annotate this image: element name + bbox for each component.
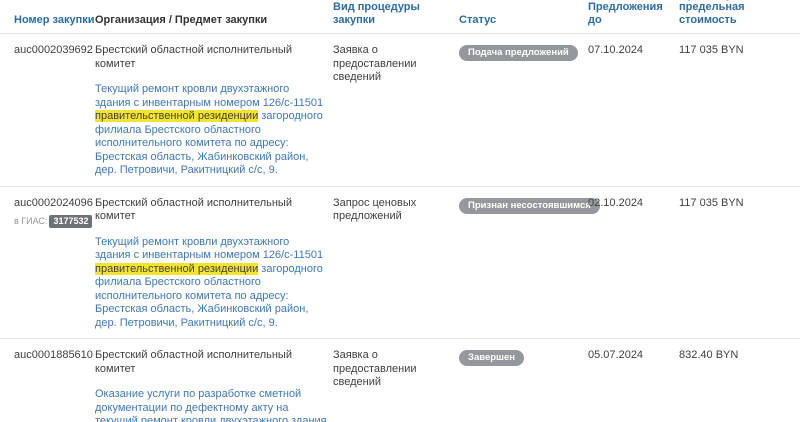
subject-text: Оказание услуги по разработке сметной до… xyxy=(95,388,327,422)
purchase-subject-link[interactable]: Текущий ремонт кровли двухэтажного здани… xyxy=(95,236,327,331)
gias-label: в ГИАС: xyxy=(14,216,48,226)
procedure-type: Запрос ценовых предложений xyxy=(333,196,417,223)
column-header-status[interactable]: Статус xyxy=(459,13,497,26)
table-row: auc0001885610 Брестский областной исполн… xyxy=(0,339,800,422)
status-badge: Признан несостоявшимся xyxy=(459,197,600,214)
purchase-number: auc0001885610 xyxy=(14,349,93,361)
gias-id-badge: 3177532 xyxy=(49,215,93,228)
purchase-subject-link[interactable]: Текущий ремонт кровли двухэтажного здани… xyxy=(95,83,327,178)
column-header-organization-subject: Организация / Предмет закупки xyxy=(95,13,268,26)
gias-reference: в ГИАС: 3177532 xyxy=(14,215,95,229)
purchase-subject-link[interactable]: Оказание услуги по разработке сметной до… xyxy=(95,388,327,422)
column-header-procedure-type[interactable]: Вид процедуры закупки xyxy=(333,1,420,26)
table-row: auc0002039692 Брестский областной исполн… xyxy=(0,34,800,187)
status-badge: Подача предложений xyxy=(459,45,578,61)
column-header-estimated-price[interactable]: Ориентировочная/предельная стоимость xyxy=(679,0,781,26)
estimated-price: 832.40 BYN xyxy=(679,349,739,361)
status-badge: Завершен xyxy=(459,350,524,366)
deadline-date: 02.10.2024 xyxy=(588,196,644,209)
subject-text: Текущий ремонт кровли двухэтажного здани… xyxy=(95,235,324,262)
estimated-price: 117 035 BYN xyxy=(679,196,744,209)
column-header-deadline[interactable]: Предложения до xyxy=(588,1,663,26)
table-header-row: Номер закупки Организация / Предмет заку… xyxy=(0,0,800,34)
subject-text: Текущий ремонт кровли двухэтажного здани… xyxy=(95,83,324,109)
table-row: auc0002024096 в ГИАС: 3177532 Брестский о… xyxy=(0,187,800,339)
procedure-type: Заявка о предоставлении сведений xyxy=(333,44,417,83)
search-highlight: правительственной резиденции xyxy=(95,110,259,122)
purchase-number: auc0002024096 xyxy=(14,196,93,209)
deadline-date: 05.07.2024 xyxy=(588,349,644,361)
procedure-type: Заявка о предоставлении сведений xyxy=(333,349,417,388)
organization-name: Брестский областной исполнительный комит… xyxy=(95,349,292,375)
organization-name: Брестский областной исполнительный комит… xyxy=(95,196,292,223)
subject-text: загородного филиала Брестского областног… xyxy=(95,110,323,176)
subject-text: загородного филиала Брестского областног… xyxy=(95,262,323,329)
organization-name: Брестский областной исполнительный комит… xyxy=(95,44,292,70)
column-header-purchase-number[interactable]: Номер закупки xyxy=(14,13,95,26)
search-highlight: правительственной резиденции xyxy=(95,262,259,275)
deadline-date: 07.10.2024 xyxy=(588,44,644,56)
purchase-number: auc0002039692 xyxy=(14,44,93,56)
estimated-price: 117 035 BYN xyxy=(679,44,744,56)
